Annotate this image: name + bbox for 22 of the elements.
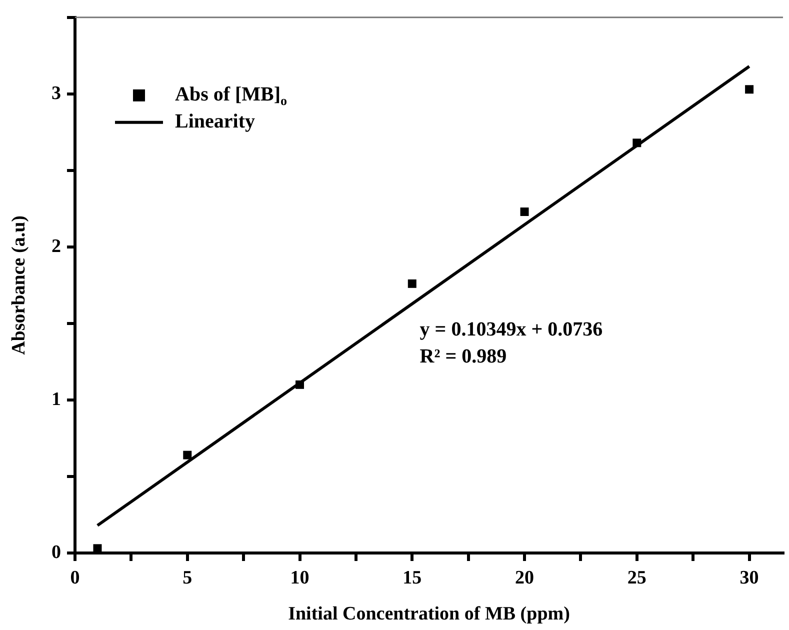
point [520,208,529,216]
x-axis-title: Initial Concentration of MB (ppm) [288,604,570,625]
point [408,279,416,288]
y-tick-label: 1 [52,388,61,410]
annotation: R² = 0.989 [420,346,507,368]
x-tick-label: 30 [740,567,759,588]
point [183,450,192,460]
x-tick-label: 25 [627,567,646,588]
y-tick-label: 3 [52,82,61,104]
point [745,85,754,94]
x-tick-label: 0 [70,567,80,588]
y-tick-label: 0 [52,542,61,563]
annotation: y = 0.10349x + 0.0736 [420,318,603,341]
x-tick-label: 15 [402,567,422,588]
x-tick-label: 20 [515,567,534,588]
x-tick-label: 5 [182,567,192,588]
point [296,380,304,389]
x-tick-label: 10 [290,567,310,588]
legend-label: Linearity [175,110,255,133]
y-axis-title: Absorbance (a.u) [8,216,30,355]
point [632,138,642,148]
y-tick-label: 2 [52,236,61,257]
